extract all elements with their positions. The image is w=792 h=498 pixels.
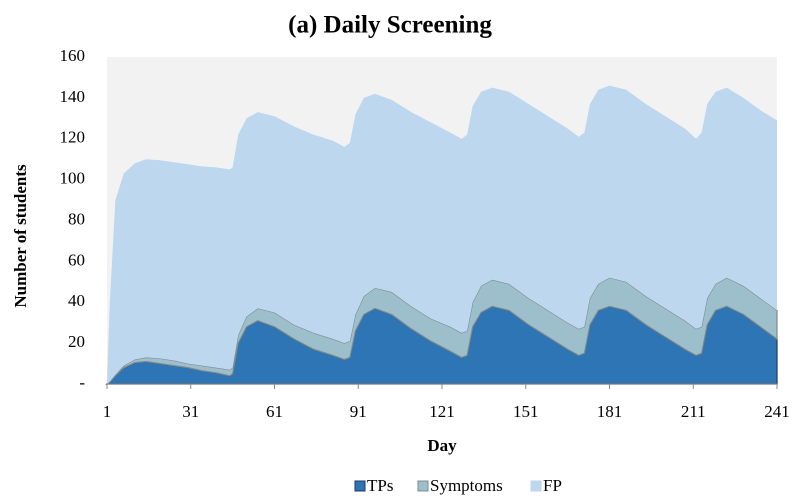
y-tick-label: 80 bbox=[68, 209, 85, 228]
x-tick-label: 211 bbox=[681, 402, 706, 421]
y-tick-label: 100 bbox=[60, 169, 86, 188]
x-tick-label: 61 bbox=[266, 402, 283, 421]
legend-swatch bbox=[530, 480, 542, 492]
x-tick-label: 241 bbox=[764, 402, 790, 421]
chart-title: (a) Daily Screening bbox=[288, 12, 492, 39]
legend-label: Symptoms bbox=[430, 476, 503, 495]
y-axis-label: Number of students bbox=[11, 164, 30, 308]
legend-swatch bbox=[354, 480, 366, 492]
x-axis-label: Day bbox=[427, 436, 457, 455]
y-tick-label: 40 bbox=[68, 291, 85, 310]
legend-label: FP bbox=[543, 476, 562, 495]
y-tick-label: 120 bbox=[60, 128, 86, 147]
y-tick-label: 160 bbox=[60, 46, 86, 65]
x-tick-label: 181 bbox=[597, 402, 623, 421]
x-tick-label: 31 bbox=[182, 402, 199, 421]
x-tick-label: 151 bbox=[513, 402, 539, 421]
y-tick-label: 20 bbox=[68, 332, 85, 351]
x-tick-label: 91 bbox=[350, 402, 367, 421]
x-tick-label: 121 bbox=[429, 402, 455, 421]
legend-label: TPs bbox=[367, 476, 393, 495]
legend-swatch bbox=[417, 480, 429, 492]
y-tick-label: 60 bbox=[68, 250, 85, 269]
y-tick-label: - bbox=[79, 373, 85, 392]
x-tick-label: 1 bbox=[103, 402, 112, 421]
area bbox=[107, 85, 777, 385]
y-tick-label: 140 bbox=[60, 87, 86, 106]
